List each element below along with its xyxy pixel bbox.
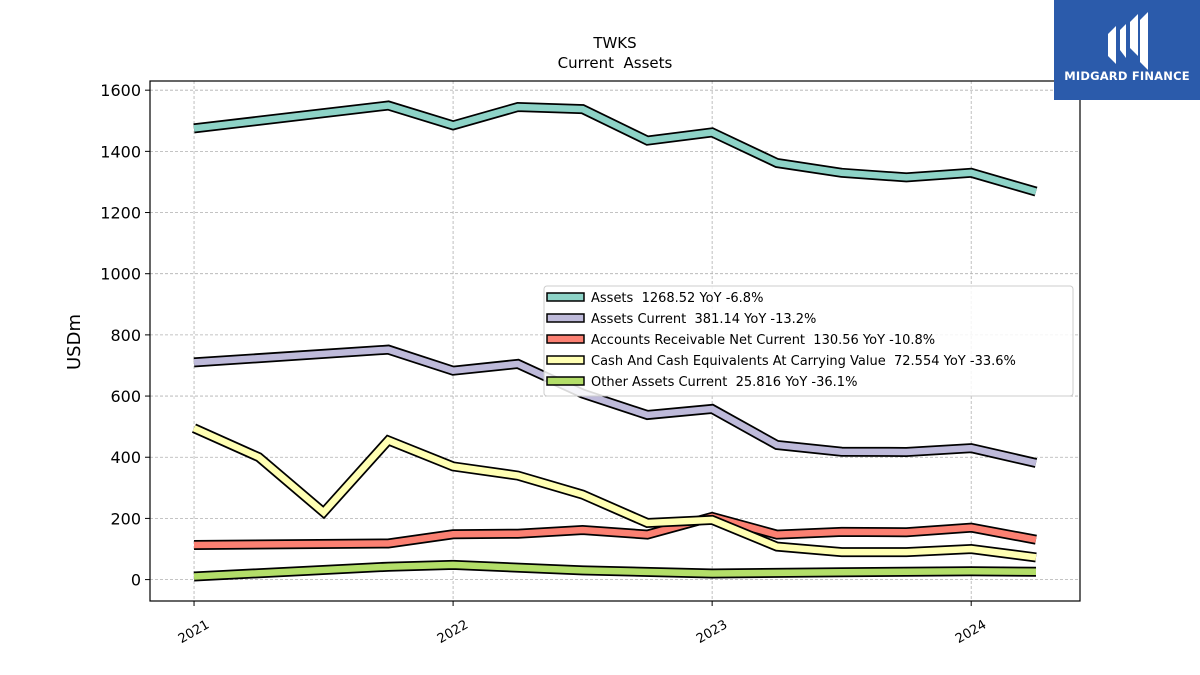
legend-label-2: Accounts Receivable Net Current 130.56 Y… xyxy=(591,333,935,348)
series-lines xyxy=(191,100,1038,582)
legend-swatch-0 xyxy=(546,292,585,302)
y-tick-label: 600 xyxy=(110,387,141,406)
chart-title: TWKS xyxy=(592,34,636,52)
series-line-1 xyxy=(193,346,1037,467)
x-tick-label: 2021 xyxy=(176,617,212,647)
y-tick-label: 400 xyxy=(110,448,141,467)
x-axis: 2021 2022 2023 2024 xyxy=(176,601,989,647)
x-tick-label: 2023 xyxy=(694,617,730,647)
y-tick-label: 1000 xyxy=(100,265,141,284)
legend-swatch-3 xyxy=(546,355,585,365)
series-line-4 xyxy=(193,561,1037,580)
x-tick-label: 2024 xyxy=(953,617,989,647)
plot-area-frame xyxy=(149,80,1081,602)
legend-swatch-1 xyxy=(546,313,585,323)
y-tick-label: 1200 xyxy=(100,204,141,223)
x-tick-label: 2022 xyxy=(435,617,471,647)
series-line-3 xyxy=(192,425,1037,561)
legend-swatch-4 xyxy=(546,376,585,386)
y-tick-label: 1600 xyxy=(100,81,141,100)
series-line-0 xyxy=(193,102,1037,195)
legend-label-4: Other Assets Current 25.816 YoY -36.1% xyxy=(591,375,857,390)
brand-logo: MIDGARD FINANCE xyxy=(1054,0,1200,100)
y-axis: 0 200 400 600 800 1000 1200 1400 1600 xyxy=(100,81,150,590)
legend-swatch-2 xyxy=(546,334,585,344)
midgard-logo-icon xyxy=(1108,12,1148,70)
series-line-2 xyxy=(193,513,1037,549)
chart-subtitle: Current Assets xyxy=(558,54,673,72)
legend-label-1: Assets Current 381.14 YoY -13.2% xyxy=(591,312,816,327)
legend-box xyxy=(543,285,1074,397)
y-tick-label: 1400 xyxy=(100,142,141,161)
legend: Assets 1268.52 YoY -6.8% Assets Current 3… xyxy=(543,285,1074,397)
legend-label-3: Cash And Cash Equivalents At Carrying Va… xyxy=(591,354,1016,369)
y-tick-label: 800 xyxy=(110,326,141,345)
y-axis-label: USDm xyxy=(64,314,85,370)
y-tick-label: 0 xyxy=(131,571,141,590)
brand-name: MIDGARD FINANCE xyxy=(1064,69,1190,83)
legend-label-0: Assets 1268.52 YoY -6.8% xyxy=(591,291,763,306)
y-tick-label: 200 xyxy=(110,509,141,528)
